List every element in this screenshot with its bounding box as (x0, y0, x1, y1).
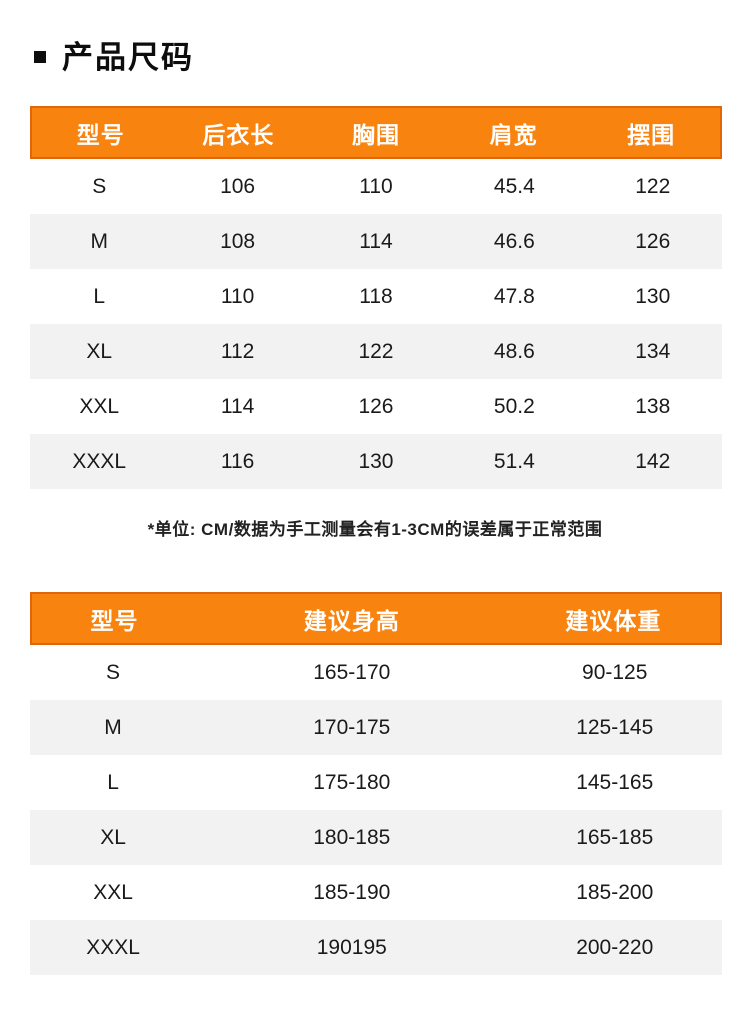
size-value: 125-145 (576, 715, 654, 739)
table-row: S 106 110 45.4 122 (30, 159, 722, 214)
size-value: 190195 (316, 935, 387, 959)
size-value: 126 (358, 394, 394, 418)
table-row: XXL 185-190 185-200 (30, 865, 722, 920)
table-row: XXL 114 126 50.2 138 (30, 379, 722, 434)
size-value: 110 (220, 284, 255, 308)
size-value: 130 (635, 284, 671, 308)
column-header: 后衣长 (202, 121, 275, 148)
table-row: XL 112 122 48.6 134 (30, 324, 722, 379)
size-label: XXXL (72, 449, 127, 473)
size-value: 165-185 (576, 825, 654, 849)
size-value: 118 (359, 284, 393, 308)
table-row: XL 180-185 165-185 (30, 810, 722, 865)
size-label: XXXL (86, 935, 140, 959)
bullet-square-icon (34, 51, 46, 63)
size-label: M (90, 229, 108, 253)
size-value: 122 (635, 174, 671, 198)
size-value: 48.6 (493, 339, 535, 363)
size-value: 180-185 (313, 825, 391, 849)
size-value: 112 (220, 339, 255, 363)
size-value: 165-170 (313, 660, 391, 684)
table-row: XXXL 190195 200-220 (30, 920, 722, 975)
size-value: 122 (358, 339, 394, 363)
table-row: XXXL 116 130 51.4 142 (30, 434, 722, 489)
size-value: 170-175 (313, 715, 391, 739)
size-value: 46.6 (493, 229, 535, 253)
size-label: XXL (93, 880, 133, 904)
section-title-row: 产品尺码 (0, 0, 750, 78)
size-label: S (106, 660, 121, 684)
size-value: 90-125 (582, 660, 648, 684)
size-label: XXL (79, 394, 120, 418)
size-table-body: S 106 110 45.4 122 M 108 114 46.6 126 L 110 118 47.8 1… (30, 159, 722, 489)
unit-note: *单位: CM/数据为手工测量会有1-3CM的误差属于正常范围 (147, 520, 603, 539)
column-header: 型号 (76, 121, 125, 148)
size-measurement-table: 型号 后衣长 胸围 肩宽 摆围 S 106 110 45.4 122 M 108 114 46.6 126… (30, 106, 722, 489)
size-label: XL (100, 825, 126, 849)
size-value: 126 (635, 229, 671, 253)
size-label: S (92, 174, 107, 198)
size-value: 50.2 (493, 394, 535, 418)
column-header: 摆围 (627, 121, 676, 148)
size-value: 47.8 (493, 284, 535, 308)
page-title: 产品尺码 (62, 39, 194, 75)
size-value: 175-180 (313, 770, 391, 794)
size-value: 134 (635, 339, 671, 363)
size-value: 142 (635, 449, 671, 473)
table-row: L 110 118 47.8 130 (30, 269, 722, 324)
size-label: L (107, 770, 119, 794)
size-value: 200-220 (576, 935, 654, 959)
size-value: 138 (635, 394, 671, 418)
size-value: 145-165 (576, 770, 654, 794)
column-header: 肩宽 (489, 121, 538, 148)
table-row: M 170-175 125-145 (30, 700, 722, 755)
size-value: 185-200 (576, 880, 654, 904)
size-value: 108 (220, 229, 256, 253)
size-value: 45.4 (493, 174, 535, 198)
table-row: S 165-170 90-125 (30, 645, 722, 700)
recommend-table-header: 型号 建议身高 建议体重 (30, 592, 722, 645)
size-table-header: 型号 后衣长 胸围 肩宽 摆围 (30, 106, 722, 159)
size-value: 106 (220, 174, 256, 198)
size-recommendation-table: 型号 建议身高 建议体重 S 165-170 90-125 M 170-175 125-145… (30, 592, 722, 975)
size-value: 51.4 (493, 449, 535, 473)
size-value: 130 (358, 449, 394, 473)
column-header: 胸围 (351, 121, 400, 148)
column-header: 建议体重 (565, 607, 662, 634)
size-value: 116 (220, 449, 255, 473)
size-value: 114 (359, 229, 393, 253)
recommend-table-body: S 165-170 90-125 M 170-175 125-145 L 175-180 145… (30, 645, 722, 975)
size-value: 114 (220, 394, 255, 418)
table-row: M 108 114 46.6 126 (30, 214, 722, 269)
size-label: XL (86, 339, 113, 363)
size-value: 185-190 (313, 880, 391, 904)
size-label: M (104, 715, 122, 739)
column-header: 建议身高 (303, 607, 400, 634)
size-label: L (93, 284, 106, 308)
size-value: 110 (359, 174, 393, 198)
table-row: L 175-180 145-165 (30, 755, 722, 810)
column-header: 型号 (90, 607, 139, 634)
